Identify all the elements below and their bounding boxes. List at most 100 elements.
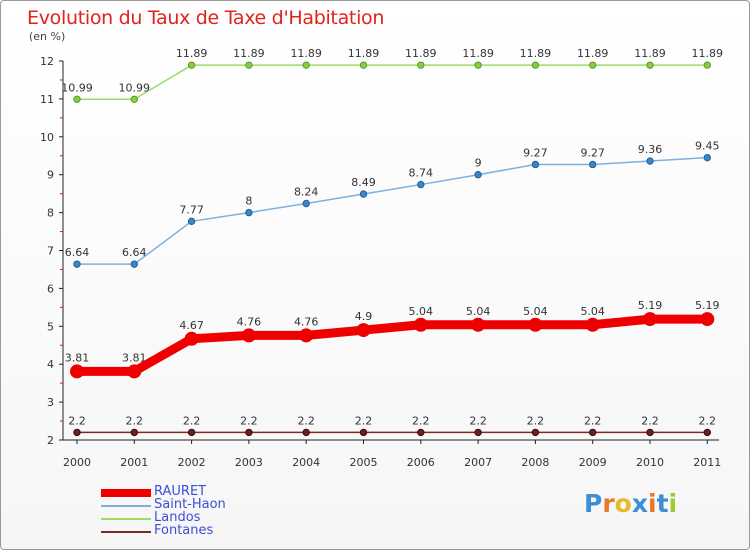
data-point xyxy=(73,260,81,268)
data-point xyxy=(299,328,314,343)
data-label: 4.9 xyxy=(355,310,373,323)
data-point xyxy=(531,160,540,169)
legend-swatch xyxy=(101,489,151,497)
data-point xyxy=(187,217,196,226)
legend-swatch xyxy=(101,531,151,533)
data-point xyxy=(302,61,310,69)
legend-label: Landos xyxy=(154,510,201,525)
legend-swatch xyxy=(101,505,151,507)
proxiti-logo: Proxiti xyxy=(584,489,677,518)
legend-label: Saint-Haon xyxy=(154,497,226,512)
data-label: 2.2 xyxy=(412,414,430,427)
series-line-landos xyxy=(76,64,709,101)
data-label: 11.89 xyxy=(290,47,322,60)
data-point xyxy=(187,428,196,437)
data-point xyxy=(127,364,142,379)
data-point xyxy=(359,190,368,198)
data-label: 5.19 xyxy=(695,299,720,312)
data-label: 3.81 xyxy=(65,351,90,364)
data-label: 11.89 xyxy=(462,47,494,60)
data-point xyxy=(302,199,310,208)
data-label: 6.64 xyxy=(65,246,90,259)
data-point xyxy=(73,428,81,437)
data-label: 4.76 xyxy=(294,315,319,328)
data-point xyxy=(359,61,368,69)
data-point xyxy=(531,61,540,69)
x-tick-label: 2010 xyxy=(636,456,664,469)
data-point xyxy=(589,160,597,169)
data-point xyxy=(130,260,139,268)
data-label: 11.89 xyxy=(577,47,609,60)
x-tick-label: 2007 xyxy=(464,456,492,469)
data-label: 4.76 xyxy=(237,315,262,328)
data-label: 2.2 xyxy=(641,414,659,427)
data-point xyxy=(700,312,715,327)
data-point xyxy=(245,428,253,437)
data-point xyxy=(585,317,600,332)
data-point xyxy=(356,323,371,338)
data-label: 2.2 xyxy=(584,414,602,427)
data-point xyxy=(70,364,84,379)
logo-letter: x xyxy=(631,489,648,518)
data-point xyxy=(130,95,139,103)
data-point xyxy=(417,61,425,69)
data-point xyxy=(703,428,711,437)
y-tick-label: 5 xyxy=(47,320,54,333)
y-tick-label: 10 xyxy=(40,131,54,144)
data-point xyxy=(73,95,81,103)
data-point xyxy=(589,428,597,437)
x-tick-label: 2003 xyxy=(235,456,263,469)
y-tick-label: 8 xyxy=(47,207,54,220)
data-point xyxy=(643,312,657,327)
data-label: 5.19 xyxy=(638,299,663,312)
x-tick-label: 2002 xyxy=(178,456,206,469)
data-point xyxy=(413,317,428,332)
data-point xyxy=(130,428,139,437)
data-label: 2.2 xyxy=(297,414,315,427)
data-point xyxy=(703,61,711,69)
data-point xyxy=(703,153,711,162)
data-point xyxy=(646,157,654,165)
data-label: 9.36 xyxy=(638,143,663,156)
data-label: 5.04 xyxy=(580,305,605,318)
data-label: 2.2 xyxy=(355,414,373,427)
data-label: 3.81 xyxy=(122,351,147,364)
legend-label: Fontanes xyxy=(154,523,214,538)
y-tick-label: 12 xyxy=(40,55,54,68)
data-point xyxy=(187,61,196,69)
y-tick-label: 7 xyxy=(47,245,54,258)
data-point xyxy=(417,428,425,437)
data-point xyxy=(359,428,368,437)
data-label: 8.24 xyxy=(294,186,319,199)
data-label: 6.64 xyxy=(122,246,147,259)
legend-label: RAURET xyxy=(154,484,207,499)
x-tick-label: 2000 xyxy=(63,456,91,469)
x-tick-label: 2005 xyxy=(350,456,378,469)
chart-title: Evolution du Taux de Taxe d'Habitation xyxy=(27,7,385,29)
data-label: 9.27 xyxy=(580,146,605,159)
data-point xyxy=(528,317,543,332)
x-tick-label: 2006 xyxy=(407,456,435,469)
data-label: 8 xyxy=(245,195,252,208)
data-label: 2.2 xyxy=(68,414,86,427)
data-label: 4.67 xyxy=(179,319,204,332)
data-label: 8.49 xyxy=(351,176,376,189)
logo-letter: i xyxy=(648,489,657,518)
data-label: 11.89 xyxy=(634,47,666,60)
data-label: 8.74 xyxy=(409,167,434,180)
data-label: 9 xyxy=(475,157,482,170)
data-label: 11.89 xyxy=(233,47,265,60)
data-label: 2.2 xyxy=(240,414,258,427)
y-tick-label: 9 xyxy=(47,169,54,182)
data-point xyxy=(241,328,256,343)
series-line-saint-haon xyxy=(76,156,709,265)
x-tick-label: 2011 xyxy=(693,456,721,469)
data-label: 5.04 xyxy=(409,305,434,318)
x-tick-label: 2001 xyxy=(120,456,148,469)
data-point xyxy=(417,180,425,189)
logo-letter: i xyxy=(668,489,678,518)
logo-letter: r xyxy=(602,489,615,518)
y-tick-label: 3 xyxy=(47,396,54,409)
data-label: 2.2 xyxy=(183,414,201,427)
y-tick-label: 11 xyxy=(40,93,54,106)
